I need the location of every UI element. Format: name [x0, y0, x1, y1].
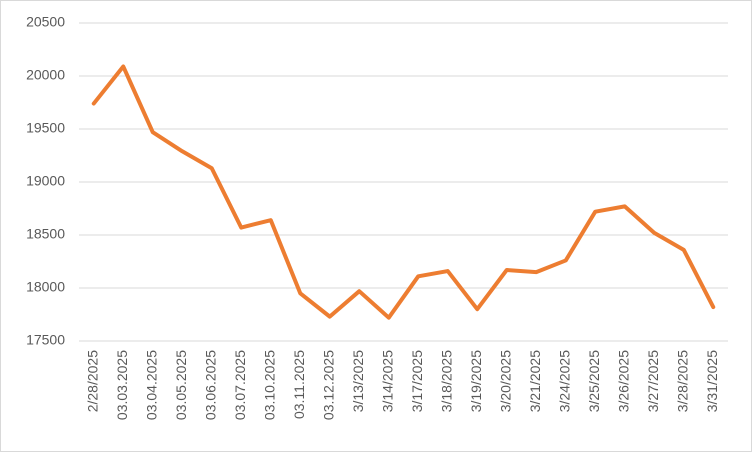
x-tick-label: 03.10.2025: [261, 350, 277, 420]
y-tick-label: 19500: [26, 120, 65, 136]
x-tick-label: 3/26/2025: [615, 350, 631, 412]
x-tick-label: 3/18/2025: [438, 350, 454, 412]
x-tick-label: 3/20/2025: [497, 350, 513, 412]
x-tick-label: 3/19/2025: [468, 350, 484, 412]
x-tick-label: 03.03.2025: [114, 350, 130, 420]
x-tick-label: 03.04.2025: [143, 350, 159, 420]
y-tick-label: 20500: [26, 14, 65, 30]
x-tick-label: 03.06.2025: [202, 350, 218, 420]
x-tick-label: 03.05.2025: [173, 350, 189, 420]
x-tick-label: 3/27/2025: [645, 350, 661, 412]
x-tick-label: 2/28/2025: [84, 350, 100, 412]
x-tick-label: 03.12.2025: [320, 350, 336, 420]
x-tick-label: 03.11.2025: [291, 350, 307, 419]
x-tick-label: 3/21/2025: [527, 350, 543, 412]
x-tick-label: 3/25/2025: [586, 350, 602, 412]
line: [91, 64, 716, 320]
y-tick-label: 18500: [26, 226, 65, 242]
x-tick-label: 03.07.2025: [232, 350, 248, 420]
y-tick-label: 20000: [26, 67, 65, 83]
y-tick-label: 18000: [26, 279, 65, 295]
x-tick-label: 3/28/2025: [674, 350, 690, 412]
x-tick-label: 3/13/2025: [350, 350, 366, 412]
x-tick-label: 3/31/2025: [704, 350, 720, 412]
y-tick-label: 17500: [26, 332, 65, 348]
x-tick-label: 3/14/2025: [379, 350, 395, 412]
x-tick-label: 3/17/2025: [409, 350, 425, 412]
x-tick-label: 3/24/2025: [556, 350, 572, 412]
y-tick-label: 19000: [26, 173, 65, 189]
